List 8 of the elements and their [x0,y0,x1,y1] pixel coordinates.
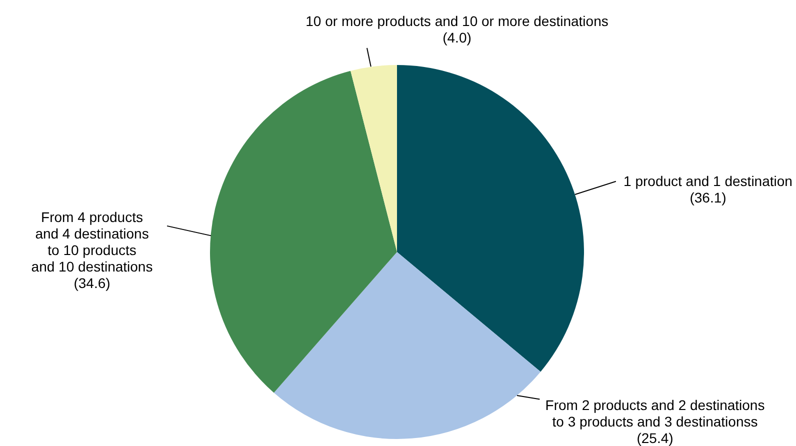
data-label: (36.1) [690,189,726,206]
slice-label: From 2 products and 2 destinations to 3 products and 3 destinationss [545,396,765,430]
slice-label: 1 product and 1 destination [624,172,792,189]
data-label: (34.6) [74,274,110,291]
slice-label: From 4 products and 4 destinations to 10 products and 10 destinations [31,208,153,274]
data-label: (4.0) [442,29,472,46]
data-label: (25.4) [636,430,674,446]
slice-label: 10 or more products and 10 or more destinations [306,12,608,29]
